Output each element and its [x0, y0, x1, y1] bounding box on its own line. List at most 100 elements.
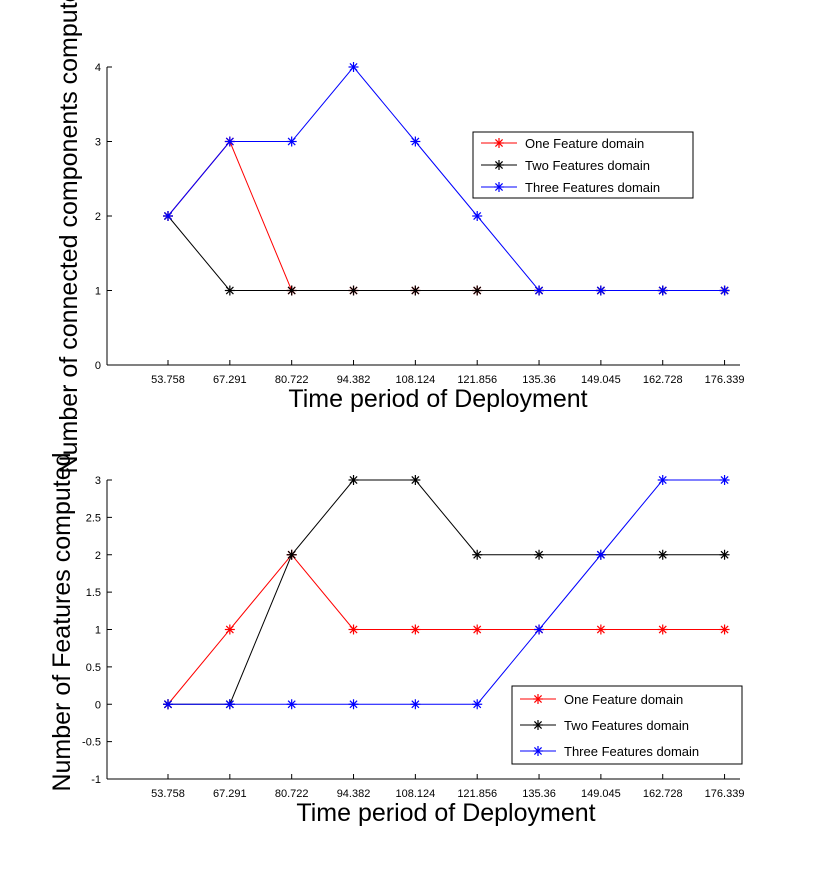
legend-marker [494, 138, 504, 148]
data-point [472, 211, 483, 221]
data-point [348, 699, 359, 710]
x-tick-label: 94.382 [337, 788, 371, 800]
data-point [286, 136, 297, 147]
legend-label: One Feature domain [525, 136, 644, 151]
data-point [472, 549, 483, 560]
y-axis-label: Number of Features computed [48, 452, 76, 791]
legend: One Feature domain Two Features domain Thr… [511, 685, 743, 765]
data-point [472, 624, 483, 635]
data-point [224, 624, 235, 635]
x-tick-label: 149.045 [581, 374, 621, 386]
legend-item: Three Features domain [520, 744, 699, 759]
x-tick-label: 176.339 [705, 374, 745, 386]
data-point [224, 285, 235, 296]
x-tick-label: 94.382 [337, 374, 371, 386]
legend-item: One Feature domain [520, 692, 683, 707]
y-tick-label: 3 [95, 137, 101, 149]
x-tick-label: 135.36 [522, 788, 556, 800]
y-tick-label: 2 [95, 211, 101, 223]
data-point [595, 285, 606, 296]
data-point [224, 699, 235, 710]
data-point [163, 211, 173, 221]
x-tick-label: 162.728 [643, 374, 683, 386]
x-tick-label: 53.758 [151, 374, 185, 386]
data-point [286, 549, 297, 560]
series-line-0 [167, 553, 725, 705]
x-tick-label: 162.728 [643, 788, 683, 800]
x-tick-label: 108.124 [395, 788, 435, 800]
x-tick-label: 67.291 [213, 788, 247, 800]
series-line-2 [167, 66, 725, 291]
y-tick-label: 3 [95, 475, 101, 487]
legend-marker [494, 160, 504, 170]
data-point [410, 136, 421, 147]
legend-label: Three Features domain [525, 180, 660, 195]
x-tick-label: 80.722 [275, 374, 309, 386]
series-line-2 [168, 479, 725, 705]
y-tick-label: -0.5 [82, 737, 101, 749]
data-point [472, 699, 483, 710]
series-line-1 [167, 215, 725, 291]
legend-label: Three Features domain [564, 744, 699, 759]
x-axis-label: Time period of Deployment [296, 799, 595, 827]
x-axis-label: Time period of Deployment [288, 385, 587, 413]
data-point [410, 699, 421, 710]
top-chart: 0 1 2 3 4 53.758 67.291 80.722 94.382 108.124 121.… [55, 0, 744, 473]
data-point [657, 549, 668, 560]
legend-item: One Feature domain [481, 136, 644, 151]
data-point [410, 624, 421, 635]
data-point [657, 475, 668, 485]
x-tick-label: 67.291 [213, 374, 247, 386]
y-tick-label: 1 [95, 625, 101, 637]
x-tick-label: 149.045 [581, 788, 621, 800]
legend-marker [533, 694, 543, 704]
data-point [657, 285, 668, 296]
data-point [534, 285, 545, 296]
legend-item: Two Features domain [520, 718, 689, 733]
x-tick-label: 176.339 [705, 788, 745, 800]
x-tick-label: 121.856 [457, 788, 497, 800]
legend-label: Two Features domain [525, 158, 650, 173]
y-tick-label: -1 [91, 774, 101, 786]
x-tick-label: 80.722 [275, 788, 309, 800]
y-tick-label: 0 [95, 699, 101, 711]
data-point [286, 699, 297, 710]
data-point [719, 475, 730, 485]
y-axis-label: Number of connected components computed [55, 0, 83, 473]
data-point [719, 624, 730, 635]
data-point [657, 624, 668, 635]
series-line-1 [168, 479, 725, 705]
data-point [348, 624, 359, 635]
data-point [719, 549, 730, 560]
legend-label: Two Features domain [564, 718, 689, 733]
data-point [348, 475, 359, 485]
data-point [534, 549, 545, 560]
legend-marker [533, 746, 543, 756]
x-tick-label: 135.36 [522, 374, 556, 386]
y-tick-label: 2.5 [86, 512, 101, 524]
bottom-chart: -1 -0.5 0 0.5 1 1.5 2 2.5 3 53.758 67.291 80.722 94.… [48, 452, 744, 827]
data-point [224, 136, 235, 147]
x-tick-label: 53.758 [151, 788, 185, 800]
y-tick-label: 0 [95, 360, 101, 372]
data-point [534, 624, 545, 635]
data-point [348, 285, 359, 296]
data-point [286, 285, 297, 296]
legend: One Feature domain Two Features domain Thr… [472, 131, 694, 199]
data-point [595, 624, 606, 635]
data-point [719, 285, 730, 296]
y-tick-label: 2 [95, 550, 101, 562]
legend-item: Three Features domain [481, 180, 660, 195]
y-tick-label: 4 [95, 62, 101, 74]
y-tick-label: 1 [95, 286, 101, 298]
x-tick-label: 108.124 [395, 374, 435, 386]
data-point [595, 549, 606, 560]
data-point [410, 475, 421, 485]
data-point [163, 699, 173, 710]
legend-label: One Feature domain [564, 692, 683, 707]
legend-item: Two Features domain [481, 158, 650, 173]
legend-marker [494, 182, 504, 192]
y-tick-label: 1.5 [86, 587, 101, 599]
legend-marker [533, 720, 543, 730]
